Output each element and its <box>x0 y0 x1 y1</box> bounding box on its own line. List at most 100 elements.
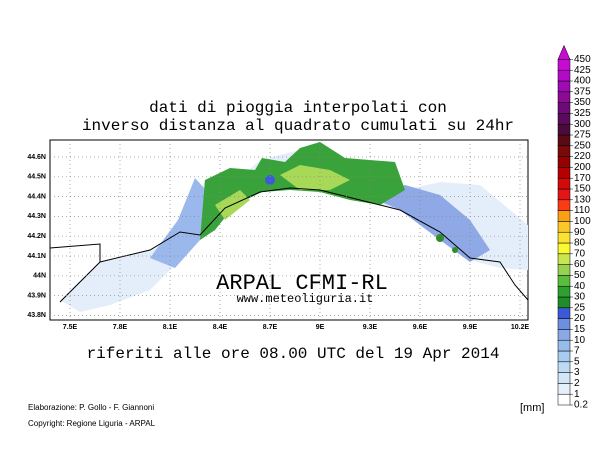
lon-tick-label: 7.8E <box>113 324 128 331</box>
colorbar-segment <box>557 177 571 190</box>
colorbar-label: 170 <box>574 173 591 184</box>
lon-tick-label: 9E <box>316 324 325 331</box>
colorbar-segment <box>557 80 571 93</box>
reference-time: riferiti alle ore 08.00 UTC del 19 Apr 2… <box>87 345 500 363</box>
rain-spot <box>436 234 444 242</box>
colorbar-arrow <box>557 44 571 60</box>
colorbar-label: 25 <box>574 302 586 313</box>
colorbar-segment <box>557 102 571 114</box>
colorbar-label: 7 <box>574 346 580 357</box>
lon-tick-label: 8.4E <box>213 324 228 331</box>
lon-tick-label: 8.7E <box>263 324 278 331</box>
watermark: ARPAL CFMI-RL <box>216 271 388 296</box>
colorbar-segment <box>557 275 571 287</box>
colorbar-label: 150 <box>574 184 591 195</box>
colorbar-segment <box>557 134 571 147</box>
lon-tick-label: 9.3E <box>363 324 378 331</box>
lon-tick-label: 10.2E <box>511 324 530 331</box>
colorbar-segment <box>557 383 571 395</box>
colorbar-segment <box>557 361 571 373</box>
lon-tick-label: 9.6E <box>413 324 428 331</box>
unit-label: [mm] <box>520 402 544 414</box>
map-title: dati di pioggia interpolati con <box>149 99 447 117</box>
colorbar-label: 250 <box>574 140 591 151</box>
lat-tick-label: 44.3N <box>27 213 46 220</box>
colorbar-segment <box>557 167 571 179</box>
colorbar-label: 60 <box>574 259 586 270</box>
colorbar-label: 350 <box>574 97 591 108</box>
colorbar-label: 15 <box>574 324 586 335</box>
colorbar-label: 5 <box>574 356 580 367</box>
colorbar-label: 40 <box>574 281 586 292</box>
colorbar-segment <box>557 123 571 136</box>
colorbar-label: 1 <box>574 389 580 400</box>
map-area <box>49 139 529 321</box>
map-title: inverso distanza al quadrato cumulati su… <box>82 117 514 135</box>
colorbar-segment <box>557 285 571 298</box>
colorbar-label: 30 <box>574 292 586 303</box>
colorbar-segment <box>557 350 571 363</box>
colorbar-label: 300 <box>574 119 591 130</box>
colorbar-segment <box>557 372 571 384</box>
lat-tick-label: 43.9N <box>27 292 46 299</box>
colorbar-label: 275 <box>574 130 591 141</box>
colorbar-label: 400 <box>574 76 591 87</box>
colorbar-label: 50 <box>574 270 586 281</box>
colorbar-segment <box>557 188 571 201</box>
lat-tick-label: 44.6N <box>27 154 46 161</box>
colorbar-segment <box>557 221 571 233</box>
lat-tick-label: 44.1N <box>27 253 46 260</box>
colorbar-segment <box>557 145 571 157</box>
colorbar-segment <box>557 296 571 309</box>
lon-tick-label: 9.9E <box>463 324 478 331</box>
coastline <box>99 187 529 301</box>
rain-green <box>200 142 405 240</box>
colorbar-label: 70 <box>574 248 586 259</box>
colorbar-segment <box>557 199 571 211</box>
colorbar-segment <box>557 69 571 82</box>
colorbar-label: 3 <box>574 367 580 378</box>
colorbar-segment <box>557 307 571 319</box>
colorbar-label: 200 <box>574 162 591 173</box>
rain-blue <box>150 178 215 268</box>
lat-tick-label: 44.5N <box>27 174 46 181</box>
colorbar-segment <box>557 59 571 71</box>
colorbar-label: 325 <box>574 108 591 119</box>
colorbar-segment <box>557 210 571 222</box>
border <box>49 243 101 303</box>
colorbar-label: 2 <box>574 378 580 389</box>
colorbar-segment <box>557 113 571 125</box>
colorbar-segment <box>557 156 571 168</box>
colorbar-segment <box>557 339 571 352</box>
lat-tick-label: 43.8N <box>27 312 46 319</box>
lat-tick-label: 44N <box>33 273 46 280</box>
lat-tick-label: 44.4N <box>27 193 46 200</box>
colorbar-segment <box>557 264 571 276</box>
colorbar-segment <box>557 253 571 265</box>
website: www.meteoliguria.it <box>237 292 374 306</box>
rain-lightgreen <box>280 165 350 190</box>
colorbar-label: 450 <box>574 54 591 65</box>
credit: Elaborazione: P. Gollo - F. Giannoni <box>28 403 154 412</box>
lon-tick-label: 8.1E <box>163 324 178 331</box>
rain-spot <box>452 247 458 253</box>
colorbar-segment <box>557 329 571 341</box>
rain-blue <box>368 185 490 262</box>
colorbar-label: 110 <box>574 205 590 216</box>
lat-tick-label: 44.2N <box>27 233 46 240</box>
colorbar-segment <box>557 318 571 330</box>
credit: Copyright: Regione Liguria - ARPAL <box>28 419 156 428</box>
colorbar-label: 100 <box>574 216 591 227</box>
lon-tick-label: 7.5E <box>63 324 78 331</box>
colorbar-label: 90 <box>574 227 586 238</box>
colorbar-segment <box>557 231 571 244</box>
colorbar-label: 375 <box>574 86 591 97</box>
colorbar-label: 0.2 <box>574 400 588 411</box>
colorbar-label: 425 <box>574 65 591 76</box>
colorbar-segment <box>557 91 571 103</box>
colorbar-label: 10 <box>574 335 586 346</box>
colorbar-segment <box>557 393 571 406</box>
colorbar-label: 220 <box>574 151 591 162</box>
colorbar-segment <box>557 242 571 255</box>
